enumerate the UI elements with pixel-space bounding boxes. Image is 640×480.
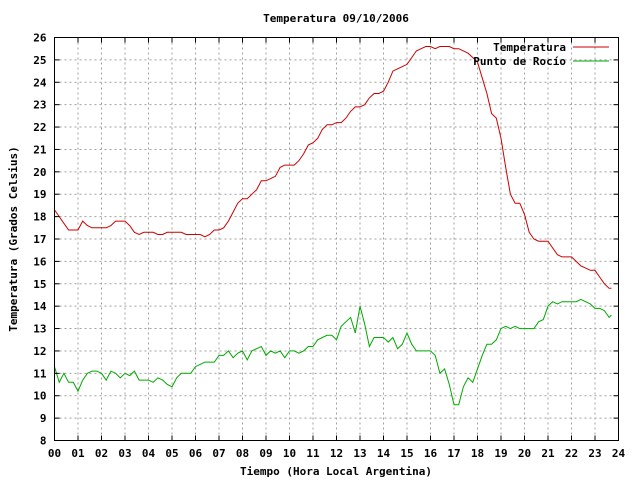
y-tick-label: 21 bbox=[33, 143, 47, 156]
y-tick-label: 24 bbox=[33, 76, 47, 89]
x-tick-label: 06 bbox=[189, 447, 203, 460]
x-tick-label: 19 bbox=[494, 447, 507, 460]
y-tick-label: 17 bbox=[33, 233, 46, 246]
y-tick-label: 19 bbox=[33, 188, 46, 201]
x-tick-label: 24 bbox=[612, 447, 626, 460]
legend-label: Punto de Rocío bbox=[473, 55, 566, 68]
y-tick-label: 14 bbox=[33, 300, 47, 313]
y-tick-label: 15 bbox=[33, 278, 46, 291]
chart-title: Temperatura 09/10/2006 bbox=[263, 12, 409, 25]
x-tick-label: 15 bbox=[400, 447, 413, 460]
x-tick-label: 11 bbox=[306, 447, 320, 460]
x-tick-label: 01 bbox=[71, 447, 85, 460]
y-tick-label: 11 bbox=[33, 367, 47, 380]
y-tick-label: 26 bbox=[33, 32, 47, 45]
x-tick-label: 21 bbox=[541, 447, 555, 460]
data-series bbox=[54, 46, 612, 406]
y-tick-label: 10 bbox=[33, 390, 46, 403]
x-tick-label: 09 bbox=[259, 447, 272, 460]
y-tick-label: 18 bbox=[33, 211, 46, 224]
x-tick-label: 00 bbox=[48, 447, 61, 460]
x-tick-label: 16 bbox=[424, 447, 438, 460]
y-tick-label: 8 bbox=[40, 435, 47, 448]
x-axis-label: Tiempo (Hora Local Argentina) bbox=[240, 465, 432, 478]
legend-label: Temperatura bbox=[493, 41, 566, 54]
x-tick-label: 17 bbox=[447, 447, 460, 460]
x-tick-label: 10 bbox=[283, 447, 296, 460]
y-tick-label: 23 bbox=[33, 99, 46, 112]
y-axis-tick-labels: 8 9 10 11 12 13 14 15 16 17 18 19 20 21 22 23 24 25 26 bbox=[33, 32, 47, 448]
x-tick-label: 23 bbox=[588, 447, 601, 460]
x-tick-label: 04 bbox=[142, 447, 156, 460]
axis-ticks bbox=[54, 37, 619, 441]
x-tick-label: 07 bbox=[212, 447, 225, 460]
x-tick-label: 05 bbox=[165, 447, 178, 460]
y-tick-label: 16 bbox=[33, 255, 47, 268]
series-line-temperatura bbox=[54, 46, 612, 289]
y-tick-label: 9 bbox=[40, 412, 47, 425]
grid-lines bbox=[54, 37, 619, 441]
y-tick-label: 22 bbox=[33, 121, 46, 134]
x-tick-label: 02 bbox=[95, 447, 108, 460]
y-tick-label: 12 bbox=[33, 345, 46, 358]
x-tick-label: 13 bbox=[353, 447, 366, 460]
y-tick-label: 20 bbox=[33, 166, 46, 179]
x-axis-tick-labels: 00 01 02 03 04 05 06 07 08 09 10 11 12 13 14 15 16 17 18 19… bbox=[48, 447, 626, 460]
x-tick-label: 12 bbox=[330, 447, 343, 460]
x-tick-label: 22 bbox=[565, 447, 578, 460]
x-tick-label: 18 bbox=[471, 447, 484, 460]
series-line-punto-de-rocio bbox=[54, 298, 612, 406]
y-tick-label: 13 bbox=[33, 323, 46, 336]
x-tick-label: 08 bbox=[236, 447, 249, 460]
y-axis-label: Temperatura (Grados Celsius) bbox=[7, 146, 20, 331]
x-tick-label: 03 bbox=[118, 447, 131, 460]
x-tick-label: 20 bbox=[518, 447, 531, 460]
y-tick-label: 25 bbox=[33, 54, 46, 67]
x-tick-label: 14 bbox=[377, 447, 391, 460]
